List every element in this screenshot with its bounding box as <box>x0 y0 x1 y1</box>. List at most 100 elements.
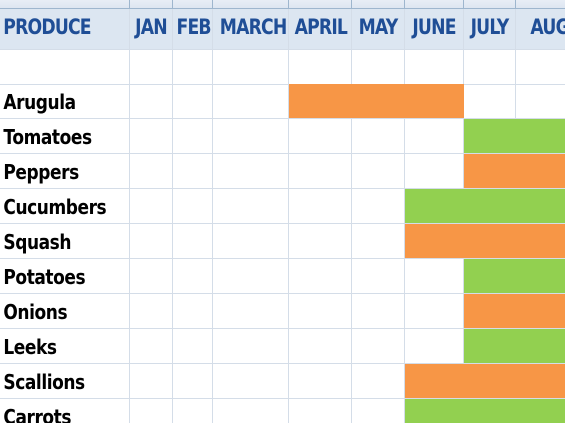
month-cell[interactable] <box>352 259 405 294</box>
header-cell-july[interactable]: JULY <box>464 9 516 50</box>
month-cell[interactable] <box>130 84 173 119</box>
month-cell[interactable] <box>173 294 213 329</box>
month-cell[interactable] <box>516 154 565 189</box>
header-cell-june[interactable]: JUNE <box>405 9 464 50</box>
month-cell[interactable] <box>516 50 565 85</box>
month-cell[interactable] <box>173 154 213 189</box>
month-cell[interactable] <box>289 329 352 364</box>
header-cell-may[interactable]: MAY <box>352 9 405 50</box>
column-header-d[interactable]: D <box>213 0 289 9</box>
month-cell[interactable] <box>352 294 405 329</box>
month-cell[interactable] <box>516 84 565 119</box>
produce-cell[interactable]: Tomatoes <box>0 119 130 154</box>
month-cell[interactable] <box>516 329 565 364</box>
month-cell[interactable] <box>130 399 173 423</box>
month-cell[interactable] <box>289 399 352 423</box>
month-cell[interactable] <box>289 364 352 399</box>
month-cell[interactable] <box>173 259 213 294</box>
month-cell[interactable] <box>213 294 289 329</box>
month-cell[interactable] <box>213 119 289 154</box>
month-cell[interactable] <box>289 259 352 294</box>
month-cell[interactable] <box>173 189 213 224</box>
month-cell[interactable] <box>130 364 173 399</box>
month-cell[interactable] <box>173 399 213 423</box>
month-cell[interactable] <box>289 119 352 154</box>
month-cell[interactable] <box>130 50 173 85</box>
produce-cell[interactable]: Squash <box>0 224 130 259</box>
produce-cell[interactable]: Scallions <box>0 364 130 399</box>
month-cell[interactable] <box>405 329 464 364</box>
month-cell[interactable] <box>464 50 516 85</box>
produce-cell[interactable]: Cucumbers <box>0 189 130 224</box>
produce-cell[interactable]: Onions <box>0 294 130 329</box>
column-header-a[interactable]: A <box>0 0 130 9</box>
month-cell[interactable] <box>516 364 565 399</box>
month-cell[interactable] <box>213 399 289 423</box>
column-header-b[interactable]: B <box>130 0 173 9</box>
month-cell[interactable] <box>405 294 464 329</box>
month-cell[interactable] <box>213 364 289 399</box>
month-cell[interactable] <box>130 119 173 154</box>
month-cell[interactable] <box>352 119 405 154</box>
month-cell[interactable] <box>405 50 464 85</box>
month-cell[interactable] <box>213 259 289 294</box>
month-cell[interactable] <box>213 329 289 364</box>
header-cell-produce[interactable]: PRODUCE <box>0 9 130 50</box>
month-cell[interactable] <box>173 224 213 259</box>
header-cell-april[interactable]: APRIL <box>289 9 352 50</box>
column-header-e[interactable]: E <box>289 0 352 9</box>
month-cell[interactable] <box>130 329 173 364</box>
month-cell[interactable] <box>213 189 289 224</box>
month-cell[interactable] <box>352 364 405 399</box>
month-cell[interactable] <box>352 224 405 259</box>
month-cell[interactable] <box>130 224 173 259</box>
month-cell[interactable] <box>173 119 213 154</box>
month-cell[interactable] <box>516 189 565 224</box>
month-cell[interactable] <box>289 224 352 259</box>
column-header-f[interactable]: F <box>352 0 405 9</box>
month-cell[interactable] <box>130 259 173 294</box>
column-header-c[interactable]: C <box>173 0 213 9</box>
produce-cell[interactable]: Potatoes <box>0 259 130 294</box>
month-cell[interactable] <box>352 189 405 224</box>
month-cell[interactable] <box>289 294 352 329</box>
month-cell[interactable] <box>516 224 565 259</box>
column-header-h[interactable]: H <box>464 0 516 9</box>
produce-cell[interactable]: Arugula <box>0 84 130 119</box>
header-cell-august[interactable]: AUGUST <box>516 9 565 50</box>
column-header-i[interactable]: I <box>516 0 565 9</box>
month-cell[interactable] <box>213 84 289 119</box>
month-cell[interactable] <box>352 154 405 189</box>
month-cell[interactable] <box>173 329 213 364</box>
month-cell[interactable] <box>464 84 516 119</box>
month-cell[interactable] <box>130 294 173 329</box>
produce-cell[interactable]: Peppers <box>0 154 130 189</box>
month-cell[interactable] <box>516 294 565 329</box>
column-header-g[interactable]: G <box>405 0 464 9</box>
month-cell[interactable] <box>173 84 213 119</box>
month-cell[interactable] <box>173 50 213 85</box>
month-cell[interactable] <box>405 154 464 189</box>
month-cell[interactable] <box>130 189 173 224</box>
month-cell[interactable] <box>289 154 352 189</box>
produce-cell[interactable] <box>0 50 130 85</box>
header-cell-jan[interactable]: JAN <box>130 9 173 50</box>
header-cell-feb[interactable]: FEB <box>173 9 213 50</box>
month-cell[interactable] <box>516 259 565 294</box>
month-cell[interactable] <box>289 50 352 85</box>
produce-cell[interactable]: Carrots <box>0 399 130 423</box>
month-cell[interactable] <box>352 50 405 85</box>
month-cell[interactable] <box>213 154 289 189</box>
month-cell[interactable] <box>516 119 565 154</box>
header-cell-march[interactable]: MARCH <box>213 9 289 50</box>
month-cell[interactable] <box>173 364 213 399</box>
month-cell[interactable] <box>213 50 289 85</box>
month-cell[interactable] <box>289 189 352 224</box>
month-cell[interactable] <box>130 154 173 189</box>
month-cell[interactable] <box>405 259 464 294</box>
produce-cell[interactable]: Leeks <box>0 329 130 364</box>
month-cell[interactable] <box>352 399 405 423</box>
month-cell[interactable] <box>352 329 405 364</box>
month-cell[interactable] <box>405 119 464 154</box>
month-cell[interactable] <box>213 224 289 259</box>
